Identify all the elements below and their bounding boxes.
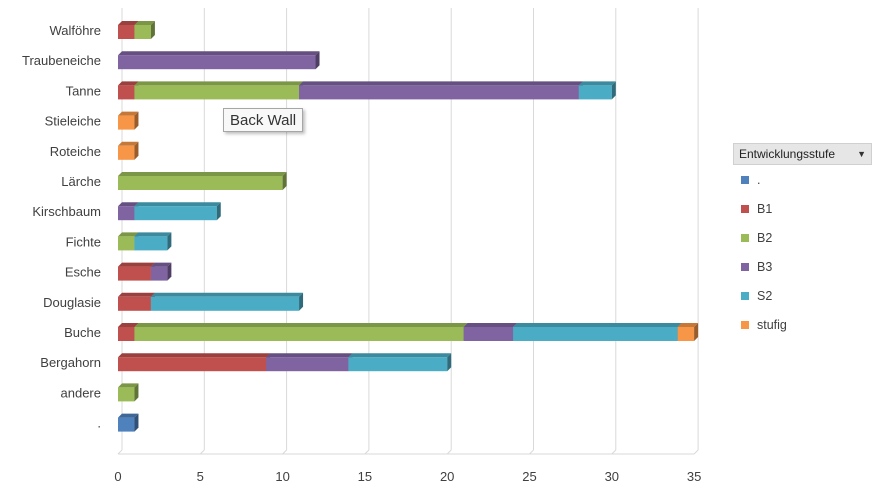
legend-label: . (757, 172, 761, 187)
legend-swatch (741, 175, 749, 184)
bar-segment[interactable] (578, 81, 616, 100)
legend: Entwicklungsstufe ▼ . B1 B2 B3 S2 stufig (733, 143, 872, 339)
bar-segment[interactable] (118, 292, 155, 311)
bar-segment[interactable] (134, 232, 172, 251)
bar-segment[interactable] (266, 353, 353, 372)
legend-item[interactable]: B1 (733, 194, 872, 223)
legend-label: B3 (757, 259, 773, 274)
bar-segment[interactable] (134, 202, 221, 221)
bar-segment[interactable] (348, 353, 452, 372)
gridline-floor (199, 449, 205, 455)
category-label: Douglasie (43, 295, 101, 310)
bar-segment[interactable] (118, 353, 271, 372)
bar-segment[interactable] (134, 323, 468, 341)
gridline-floor (117, 449, 123, 455)
legend-filter-button[interactable]: Entwicklungsstufe ▼ (733, 143, 872, 165)
triangle-down-icon[interactable]: ▼ (857, 149, 866, 159)
bar-segment[interactable] (150, 292, 304, 311)
bar-segment[interactable] (118, 51, 320, 70)
category-label: Tanne (66, 83, 101, 98)
x-tick-label: 15 (358, 469, 372, 484)
bar-segment[interactable] (118, 141, 139, 160)
x-tick-label: 0 (114, 469, 121, 484)
legend-item[interactable]: B2 (733, 223, 872, 252)
bar-segment[interactable] (118, 111, 139, 130)
legend-item[interactable]: B3 (733, 252, 872, 281)
legend-swatch (741, 320, 749, 329)
category-label: Traubeneiche (22, 53, 101, 68)
x-tick-label: 25 (522, 469, 536, 484)
x-tick-label: 10 (275, 469, 289, 484)
gridline-floor (282, 449, 287, 455)
bar-segment[interactable] (118, 262, 155, 281)
gridline-floor (611, 449, 617, 455)
gridline-floor (693, 449, 699, 455)
gridlines (117, 8, 699, 455)
legend-label: stufig (757, 317, 787, 332)
x-tick-label: 35 (687, 469, 701, 484)
bar-segment[interactable] (463, 323, 518, 341)
category-label: Esche (65, 265, 101, 280)
legend-swatch (741, 204, 749, 213)
category-label: Walföhre (49, 23, 101, 38)
legend-swatch (741, 291, 749, 300)
legend-label: S2 (757, 288, 773, 303)
bar-segment[interactable] (118, 383, 139, 402)
category-label: Kirschbaum (32, 204, 101, 219)
category-label: Fichte (66, 234, 101, 249)
bar-segment[interactable] (134, 21, 155, 39)
bar-segment[interactable] (677, 323, 699, 341)
category-label: Roteiche (50, 144, 101, 159)
category-label: Lärche (61, 174, 101, 189)
bars (118, 21, 699, 432)
gridline-floor (446, 449, 452, 455)
legend-label: B2 (757, 230, 773, 245)
bar-segment[interactable] (118, 413, 139, 432)
bar-segment[interactable] (150, 262, 172, 281)
bar-segment[interactable] (118, 172, 287, 190)
bar-segment[interactable] (299, 81, 583, 100)
category-label: Buche (64, 325, 101, 340)
legend-swatch (741, 233, 749, 242)
category-label: Stieleiche (45, 114, 101, 129)
category-axis-labels: Walföhre Traubeneiche Tanne Stieleiche Rotei… (22, 23, 101, 431)
category-label: . (97, 416, 101, 431)
bar-segment[interactable] (134, 81, 304, 100)
value-axis-labels: 0 5 10 15 20 25 30 35 (114, 469, 701, 484)
bar-segment[interactable] (513, 323, 682, 341)
legend-item[interactable]: stufig (733, 310, 872, 339)
legend-swatch (741, 262, 749, 271)
legend-title: Entwicklungsstufe (739, 147, 836, 161)
category-label: andere (61, 385, 101, 400)
legend-item[interactable]: S2 (733, 281, 872, 310)
legend-item[interactable]: . (733, 165, 872, 194)
x-tick-label: 5 (197, 469, 204, 484)
gridline-floor (529, 449, 534, 455)
legend-label: B1 (757, 201, 773, 216)
chart-tooltip: Back Wall (223, 108, 304, 132)
gridline-floor (364, 449, 370, 455)
category-label: Bergahorn (40, 355, 101, 370)
legend-items: . B1 B2 B3 S2 stufig (733, 165, 872, 339)
x-tick-label: 30 (605, 469, 619, 484)
x-tick-label: 20 (440, 469, 454, 484)
